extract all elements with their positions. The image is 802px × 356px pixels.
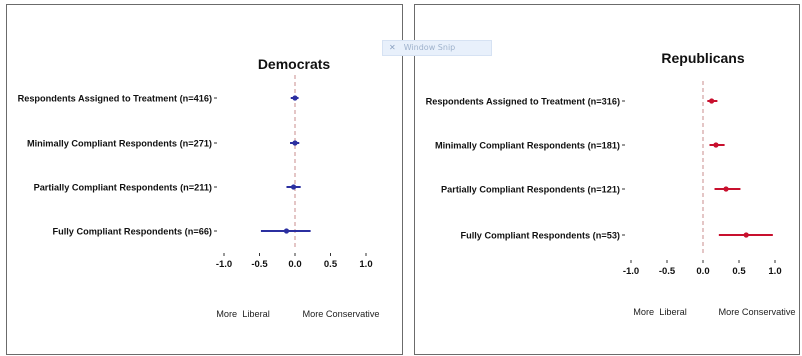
democrats-chart: Democrats Respondents Assigned to Treatme… [18,56,380,319]
row-label: Partially Compliant Respondents (n=211) [34,183,212,193]
chart-title: Democrats [258,56,331,72]
x-tick-label: 1.0 [768,266,781,277]
point-estimate [743,232,749,238]
window-snip-bar[interactable]: ✕ Window Snip [382,40,492,56]
x-tick-label: -0.5 [251,259,268,270]
x-tick-label: 0.5 [324,259,338,270]
point-estimate [283,228,290,234]
row-label: Respondents Assigned to Treatment (n=416… [18,94,212,104]
row-label: Fully Compliant Respondents (n=66) [52,227,212,237]
row-label: Minimally Compliant Respondents (n=271) [27,139,212,149]
x-tick-label: 0.5 [732,266,746,277]
republicans-chart: Republicans Respondents Assigned to Treat… [426,50,796,317]
x-tick-label: -0.5 [659,266,676,277]
row-label: Partially Compliant Respondents (n=121) [441,185,620,195]
row-label: Fully Compliant Respondents (n=53) [460,231,620,241]
point-estimate [292,140,298,146]
point-estimate [292,95,298,101]
democrats-panel: Democrats Respondents Assigned to Treatme… [6,4,403,355]
window-snip-label: Window Snip [403,43,456,52]
more-conservative-label: More Conservative [718,307,795,317]
x-tick-label: -1.0 [623,266,639,277]
x-tick-label: 0.0 [288,259,301,270]
point-estimate [713,142,719,148]
x-tick-label: 1.0 [359,259,372,270]
point-estimate [723,186,729,192]
republicans-panel: Republicans Respondents Assigned to Treat… [414,4,800,355]
point-estimate [709,98,715,104]
more-conservative-label: More Conservative [302,309,379,319]
more-liberal-label: More Liberal [633,307,687,317]
more-liberal-label: More Liberal [216,309,270,319]
row-label: Respondents Assigned to Treatment (n=316… [426,97,620,107]
close-icon[interactable]: ✕ [389,43,396,52]
chart-title: Republicans [661,50,744,66]
x-tick-label: 0.0 [696,266,709,277]
point-estimate [290,184,297,190]
row-label: Minimally Compliant Respondents (n=181) [435,141,620,151]
x-tick-label: -1.0 [216,259,232,270]
